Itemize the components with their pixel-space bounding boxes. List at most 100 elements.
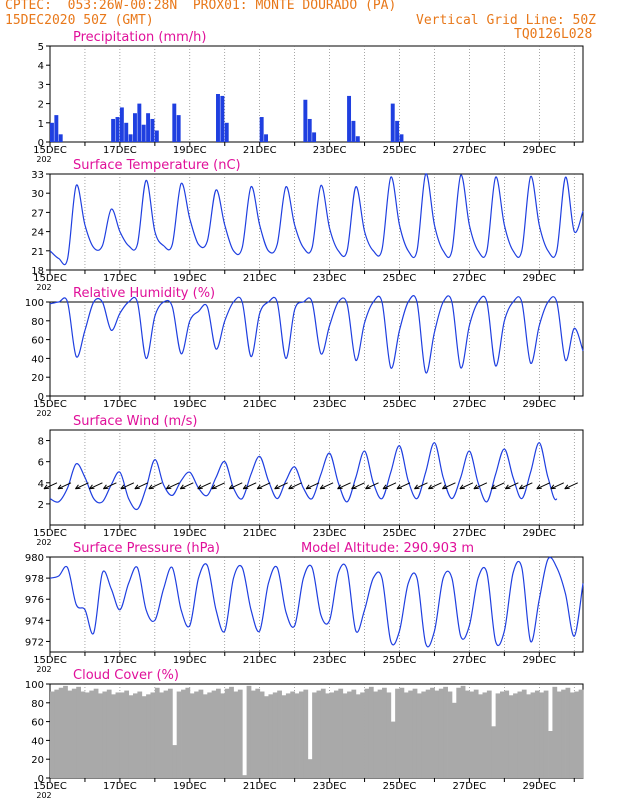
temp-xtick-label: 15DEC [33,273,67,284]
temp-panel [46,173,584,274]
precip-bar [220,95,225,142]
wind-arrow-head [120,484,126,490]
cloud-bar [224,688,230,778]
wind-arrow-head [179,484,186,490]
cloud-bar [307,759,313,778]
precip-xtick-label: 15DEC [33,145,67,156]
wind-arrow-shaft [519,482,533,490]
cloud-xtick-label: 21DEC [243,781,277,792]
precip-bar [154,130,159,142]
wind-panel [43,429,584,529]
precip-bar [58,134,63,142]
cloud-xtick-label: 15DEC [33,781,67,792]
temp-xtick-label: 17DEC [103,273,137,284]
press-xtick-label: 15DEC [33,655,67,666]
precip-xtick-label: 19DEC [173,145,207,156]
wind-arrow-shaft [382,482,397,490]
cloud-bar [259,691,265,778]
wind-xtick-label: 21DEC [243,528,277,539]
wind-xtick-label: 19DEC [173,528,207,539]
temp-ytick-label: 27 [31,208,44,219]
temp-frame [49,173,584,271]
cloud-bar [390,721,396,778]
cloud-bar [408,690,414,778]
cloud-bar [111,694,116,778]
temp-year-label: 202 [36,283,51,292]
cloud-ytick-label: 40 [31,736,44,747]
cloud-bar [456,687,462,778]
cloud-bar [316,690,322,778]
rh-line [49,295,584,374]
wind-arrow-head [274,484,280,490]
cloud-bar [76,686,81,778]
wind-arrow-shaft [536,482,551,490]
temp-xtick-label: 21DEC [243,273,277,284]
wind-arrow-shaft [337,482,351,490]
precip-ytick-label: 1 [38,119,44,130]
rh-ytick-label: 80 [31,317,44,328]
rh-xtick-label: 21DEC [243,399,277,410]
cloud-bar [364,688,370,778]
press-xtick-label: 21DEC [243,655,277,666]
press-title: Surface Pressure (hPa) [73,541,220,556]
cloud-bar [84,692,90,778]
press-ytick-label: 978 [25,574,44,585]
cloud-bar [333,690,339,778]
wind-xtick-label: 27DEC [453,528,487,539]
cloud-bar [325,693,331,778]
rh-frame [49,301,584,397]
press-ytick-label: 974 [25,616,44,627]
cloud-bar [373,691,379,778]
wind-arrow-head [228,484,235,490]
precip-frame [49,45,584,143]
precip-ytick-label: 5 [38,42,44,53]
cloud-bar [552,686,558,778]
wind-arrow-shaft [274,482,288,490]
temp-ytick-label: 24 [31,228,44,239]
wind-arrow-head [197,484,203,490]
wind-arrow-head [165,484,172,490]
cloud-bar [521,689,527,778]
cloud-bar [543,690,549,778]
wind-arrow-shaft [57,482,72,490]
cloud-bar [482,692,488,778]
rh-xtick-label: 29DEC [522,399,556,410]
cloud-bar [233,691,239,778]
cloud-bar [499,691,505,778]
press-year-label: 202 [36,665,51,674]
precip-xtick-label: 21DEC [243,145,277,156]
precip-bar [111,118,116,142]
press-xtick-label: 19DEC [173,655,207,666]
wind-arrow-shaft [197,482,211,490]
wind-ytick-label: 8 [38,437,44,448]
precip-bar [259,117,264,142]
precip-bar [399,134,404,142]
cloud-bar [338,688,344,778]
cloud-bar [299,691,304,778]
precip-bar [54,115,59,142]
header-line3-right: TQ0126L028 [514,27,593,42]
press-xtick-label: 27DEC [453,655,487,666]
rh-title: Relative Humidity (%) [73,286,215,301]
wind-arrow-head [305,484,312,490]
wind-arrow-head [211,484,217,490]
rh-year-label: 202 [36,409,51,418]
precip-title: Precipitation (mm/h) [73,30,206,45]
precip-ytick-label: 0 [38,138,44,149]
precip-bar [146,113,151,142]
cloud-bar [530,692,536,778]
cloud-bar [202,694,208,778]
cloud-bar [176,691,182,778]
wind-arrow-head [504,484,511,490]
wind-arrow-shaft [211,482,225,490]
wind-arrow-shaft [148,482,163,490]
wind-year-label: 202 [36,538,51,547]
cloud-bar [115,692,121,778]
cloud-bar [508,695,514,778]
wind-arrow-shaft [120,482,135,490]
precip-bar [137,103,142,142]
wind-arrow-head [351,484,357,490]
cloud-bar [347,691,352,778]
precip-bar [119,107,124,142]
cloud-bar [386,692,392,778]
